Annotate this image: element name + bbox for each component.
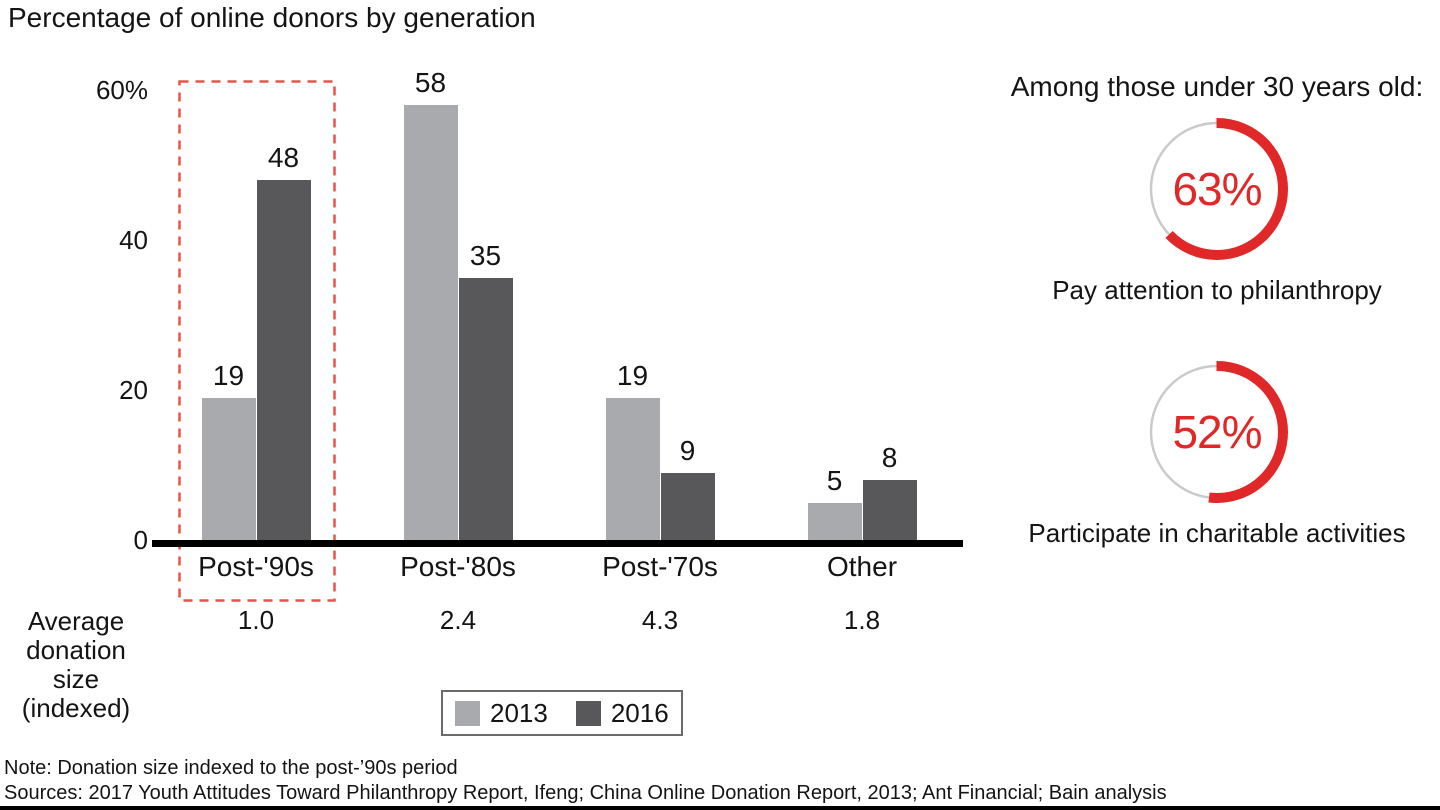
bar-value-label: 19	[616, 359, 649, 391]
y-tick-20: 20	[119, 375, 148, 405]
donut-chart-63: 63%	[1142, 114, 1292, 264]
bar-value-label: 58	[414, 67, 447, 98]
bar-group-1: 19 48	[201, 142, 311, 540]
stat-block-2: 52% Participate in charitable activities	[992, 357, 1440, 548]
donut-percent-label: 63%	[1172, 163, 1262, 215]
average-donation-label-line3: (indexed)	[21, 693, 131, 723]
bar-group-3: 19 9	[605, 360, 715, 540]
bar-value-label: 19	[212, 359, 245, 391]
chart-title: Percentage of online donors by generatio…	[8, 2, 536, 33]
average-donation-value-2: 2.4	[439, 605, 477, 635]
average-donation-label-line1: Average	[27, 606, 125, 636]
average-donation-value-4: 1.8	[843, 605, 881, 635]
bar-value-label: 8	[881, 442, 898, 473]
stat-caption-1: Pay attention to philanthropy	[1052, 275, 1382, 305]
bottom-divider	[0, 806, 1440, 810]
y-tick-0: 0	[133, 525, 148, 555]
donut-stats: 63% Pay attention to philanthropy 52% Parti…	[992, 114, 1440, 548]
donut-chart-52: 52%	[1142, 357, 1292, 507]
stat-caption-2: Participate in charitable activities	[1028, 518, 1406, 548]
bar-value-label: 5	[826, 464, 843, 496]
bar-value-label: 35	[469, 239, 502, 271]
x-axis-baseline	[152, 540, 963, 547]
bar-2016-post70s: 9	[660, 435, 715, 540]
legend-swatch-2016	[575, 700, 601, 726]
bar-2013-post80s: 58	[403, 67, 458, 540]
bar-2013-post90s: 19	[201, 360, 256, 540]
legend-item-2013: 2013	[455, 698, 548, 729]
y-tick-40: 40	[119, 225, 148, 255]
donut-percent-label: 52%	[1172, 406, 1262, 458]
legend-label-2013: 2013	[490, 697, 548, 728]
average-donation-label: Average donation size (indexed)	[0, 607, 152, 723]
average-donation-label-line2: donation size	[26, 635, 126, 694]
category-label-4: Other	[826, 551, 898, 582]
average-donation-values-row: 1.0 2.4 4.3 1.8	[155, 606, 963, 635]
bar-2016-post90s: 48	[256, 142, 311, 540]
category-label-2: Post-'80s	[400, 551, 516, 582]
stat-block-1: 63% Pay attention to philanthropy	[992, 114, 1440, 305]
average-donation-value-1: 1.0	[237, 605, 275, 635]
bar-2013-post70s: 19	[605, 360, 660, 540]
y-tick-60: 60%	[95, 75, 148, 105]
legend-swatch-2013	[455, 700, 480, 726]
bar-2013-other: 5	[807, 465, 862, 540]
legend-item-2016: 2016	[575, 697, 669, 729]
bar-value-label: 48	[267, 142, 300, 173]
legend-label-2016: 2016	[610, 697, 669, 728]
right-stats-panel: Among those under 30 years old: 63% Pay a…	[992, 70, 1440, 548]
bar-plot-area: 19 48 58 35 19 9 5 8	[155, 67, 963, 540]
category-label-1: Post-'90s	[198, 551, 314, 582]
footnote: Note: Donation size indexed to the post-…	[4, 757, 458, 779]
average-donation-value-3: 4.3	[641, 605, 679, 635]
sources-line: Sources: 2017 Youth Attitudes Toward Phi…	[4, 782, 1167, 804]
chart-legend: 2013 2016	[441, 690, 683, 736]
right-panel-heading: Among those under 30 years old:	[1010, 71, 1424, 102]
category-label-3: Post-'70s	[602, 551, 718, 582]
bar-value-label: 9	[679, 434, 696, 466]
bar-group-2: 58 35	[403, 67, 513, 540]
category-axis-labels: Post-'90s Post-'80s Post-'70s Other	[155, 551, 963, 583]
bar-2016-other: 8	[862, 442, 917, 540]
bar-2016-post80s: 35	[458, 240, 513, 540]
